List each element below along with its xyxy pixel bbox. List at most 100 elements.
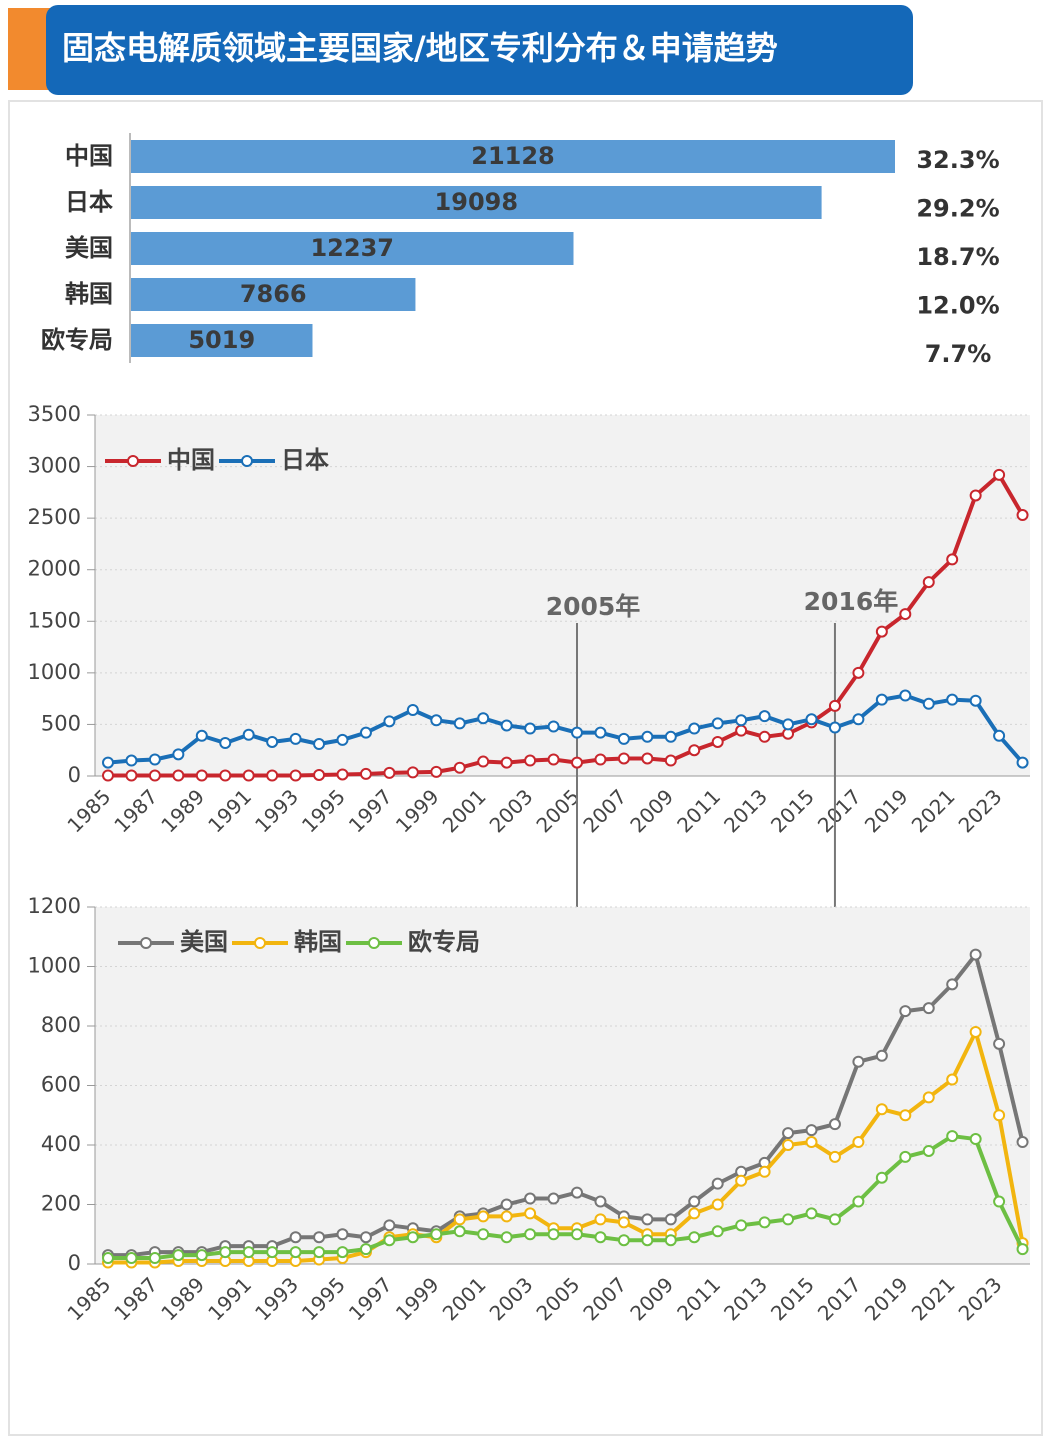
- data-point: [524, 754, 537, 767]
- data-point: [1016, 509, 1029, 522]
- legend-marker: [254, 937, 266, 949]
- data-point: [102, 756, 114, 769]
- x-tick-label: 1997: [344, 1272, 397, 1325]
- x-tick-label: 2021: [907, 1272, 960, 1325]
- data-point: [266, 1246, 279, 1259]
- x-tick-label: 1991: [203, 784, 256, 837]
- bar: [131, 324, 313, 357]
- data-point: [195, 729, 208, 742]
- data-point: [664, 730, 677, 743]
- y-tick-label: 0: [68, 763, 81, 787]
- data-point: [641, 730, 654, 743]
- data-point: [359, 767, 372, 780]
- data-point: [500, 1198, 513, 1211]
- data-point: [313, 1231, 326, 1244]
- x-tick-label: 1989: [156, 784, 209, 837]
- value-label: 7866: [240, 280, 307, 308]
- data-point: [500, 756, 513, 769]
- y-tick-label: 1200: [28, 894, 81, 918]
- data-point: [524, 1207, 537, 1220]
- data-point: [313, 738, 326, 751]
- data-point: [430, 1228, 443, 1241]
- data-point: [782, 1139, 795, 1151]
- x-tick-label: 1993: [250, 784, 303, 837]
- data-point: [547, 720, 560, 733]
- panel: [8, 100, 1043, 1436]
- data-point: [969, 948, 982, 961]
- legend-label: 美国: [180, 928, 228, 956]
- data-point: [875, 1049, 888, 1062]
- data-point: [875, 693, 888, 706]
- data-point: [946, 1073, 959, 1086]
- data-point: [172, 769, 185, 782]
- data-point: [899, 1005, 912, 1018]
- header-box: [46, 5, 913, 95]
- data-point: [711, 1225, 724, 1238]
- value-label: 5019: [188, 326, 255, 354]
- data-point: [805, 1207, 818, 1220]
- x-tick-label: 1989: [156, 1272, 209, 1325]
- data-point: [993, 729, 1006, 742]
- y-tick-label: 2500: [28, 505, 81, 529]
- data-point: [735, 714, 748, 727]
- data-point: [805, 713, 818, 726]
- data-point: [453, 717, 466, 730]
- data-point: [641, 752, 654, 765]
- x-tick-label: 1995: [297, 1272, 350, 1325]
- data-point: [336, 1246, 349, 1259]
- x-tick-label: 1987: [109, 1272, 162, 1325]
- data-point: [782, 718, 795, 731]
- header-accent: [8, 8, 52, 90]
- bar: [131, 140, 895, 173]
- x-tick-label: 1985: [62, 784, 115, 837]
- data-point: [477, 712, 490, 725]
- data-point: [688, 722, 701, 735]
- category-label: 美国: [65, 234, 113, 262]
- data-point: [125, 769, 138, 782]
- data-point: [993, 1109, 1006, 1122]
- data-point: [805, 1136, 818, 1149]
- data-point: [102, 769, 114, 782]
- data-point: [594, 726, 607, 739]
- data-point: [828, 721, 841, 734]
- data-point: [430, 714, 443, 727]
- x-tick-label: 2007: [578, 1272, 631, 1325]
- data-point: [899, 689, 912, 702]
- data-point: [711, 1198, 724, 1211]
- data-point: [875, 1171, 888, 1184]
- data-point: [453, 1225, 466, 1238]
- data-point: [148, 753, 161, 766]
- x-tick-label: 1999: [391, 1272, 444, 1325]
- data-point: [125, 754, 138, 767]
- data-point: [711, 717, 724, 730]
- data-point: [524, 1192, 537, 1205]
- data-point: [313, 1246, 326, 1259]
- data-point: [735, 1219, 748, 1232]
- data-point: [547, 1228, 560, 1241]
- x-tick-label: 2019: [860, 784, 913, 837]
- data-point: [664, 1213, 677, 1226]
- y-tick-label: 1000: [28, 954, 81, 978]
- data-point: [500, 1231, 513, 1244]
- x-tick-label: 2007: [578, 784, 631, 837]
- data-point: [946, 693, 959, 706]
- x-tick-label: 2005: [531, 1272, 584, 1325]
- data-point: [477, 1228, 490, 1241]
- x-tick-label: 2023: [954, 1272, 1007, 1325]
- data-point: [828, 1213, 841, 1226]
- data-point: [383, 715, 396, 728]
- data-point: [383, 1234, 396, 1247]
- data-point: [359, 726, 372, 739]
- x-tick-label: 2017: [813, 1272, 866, 1325]
- data-point: [946, 1130, 959, 1143]
- value-label: 21128: [471, 142, 555, 170]
- category-label: 中国: [65, 142, 113, 170]
- data-point: [500, 1210, 513, 1223]
- y-tick-label: 1500: [28, 608, 81, 632]
- data-point: [242, 769, 255, 782]
- data-point: [688, 1207, 701, 1220]
- data-point: [922, 1144, 935, 1157]
- data-point: [1016, 1136, 1029, 1149]
